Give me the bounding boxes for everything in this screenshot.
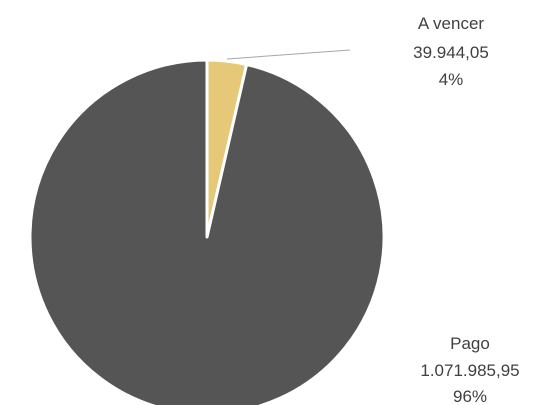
slice-label-pago: Pago [450, 334, 490, 353]
slice-value-a-vencer: 39.944,05 [413, 43, 489, 62]
data-label-pago: Pago 1.071.985,95 96% [420, 334, 519, 405]
slice-percent-pago: 96% [453, 387, 487, 405]
slice-value-pago: 1.071.985,95 [420, 361, 519, 380]
slice-label-a-vencer: A vencer [418, 14, 484, 33]
leader-line-a-vencer [226, 49, 351, 60]
data-label-a-vencer: A vencer 39.944,05 4% [413, 14, 489, 89]
pie-slices [28, 58, 386, 405]
pie-slice-pago [28, 58, 386, 405]
slice-percent-a-vencer: 4% [439, 70, 464, 89]
